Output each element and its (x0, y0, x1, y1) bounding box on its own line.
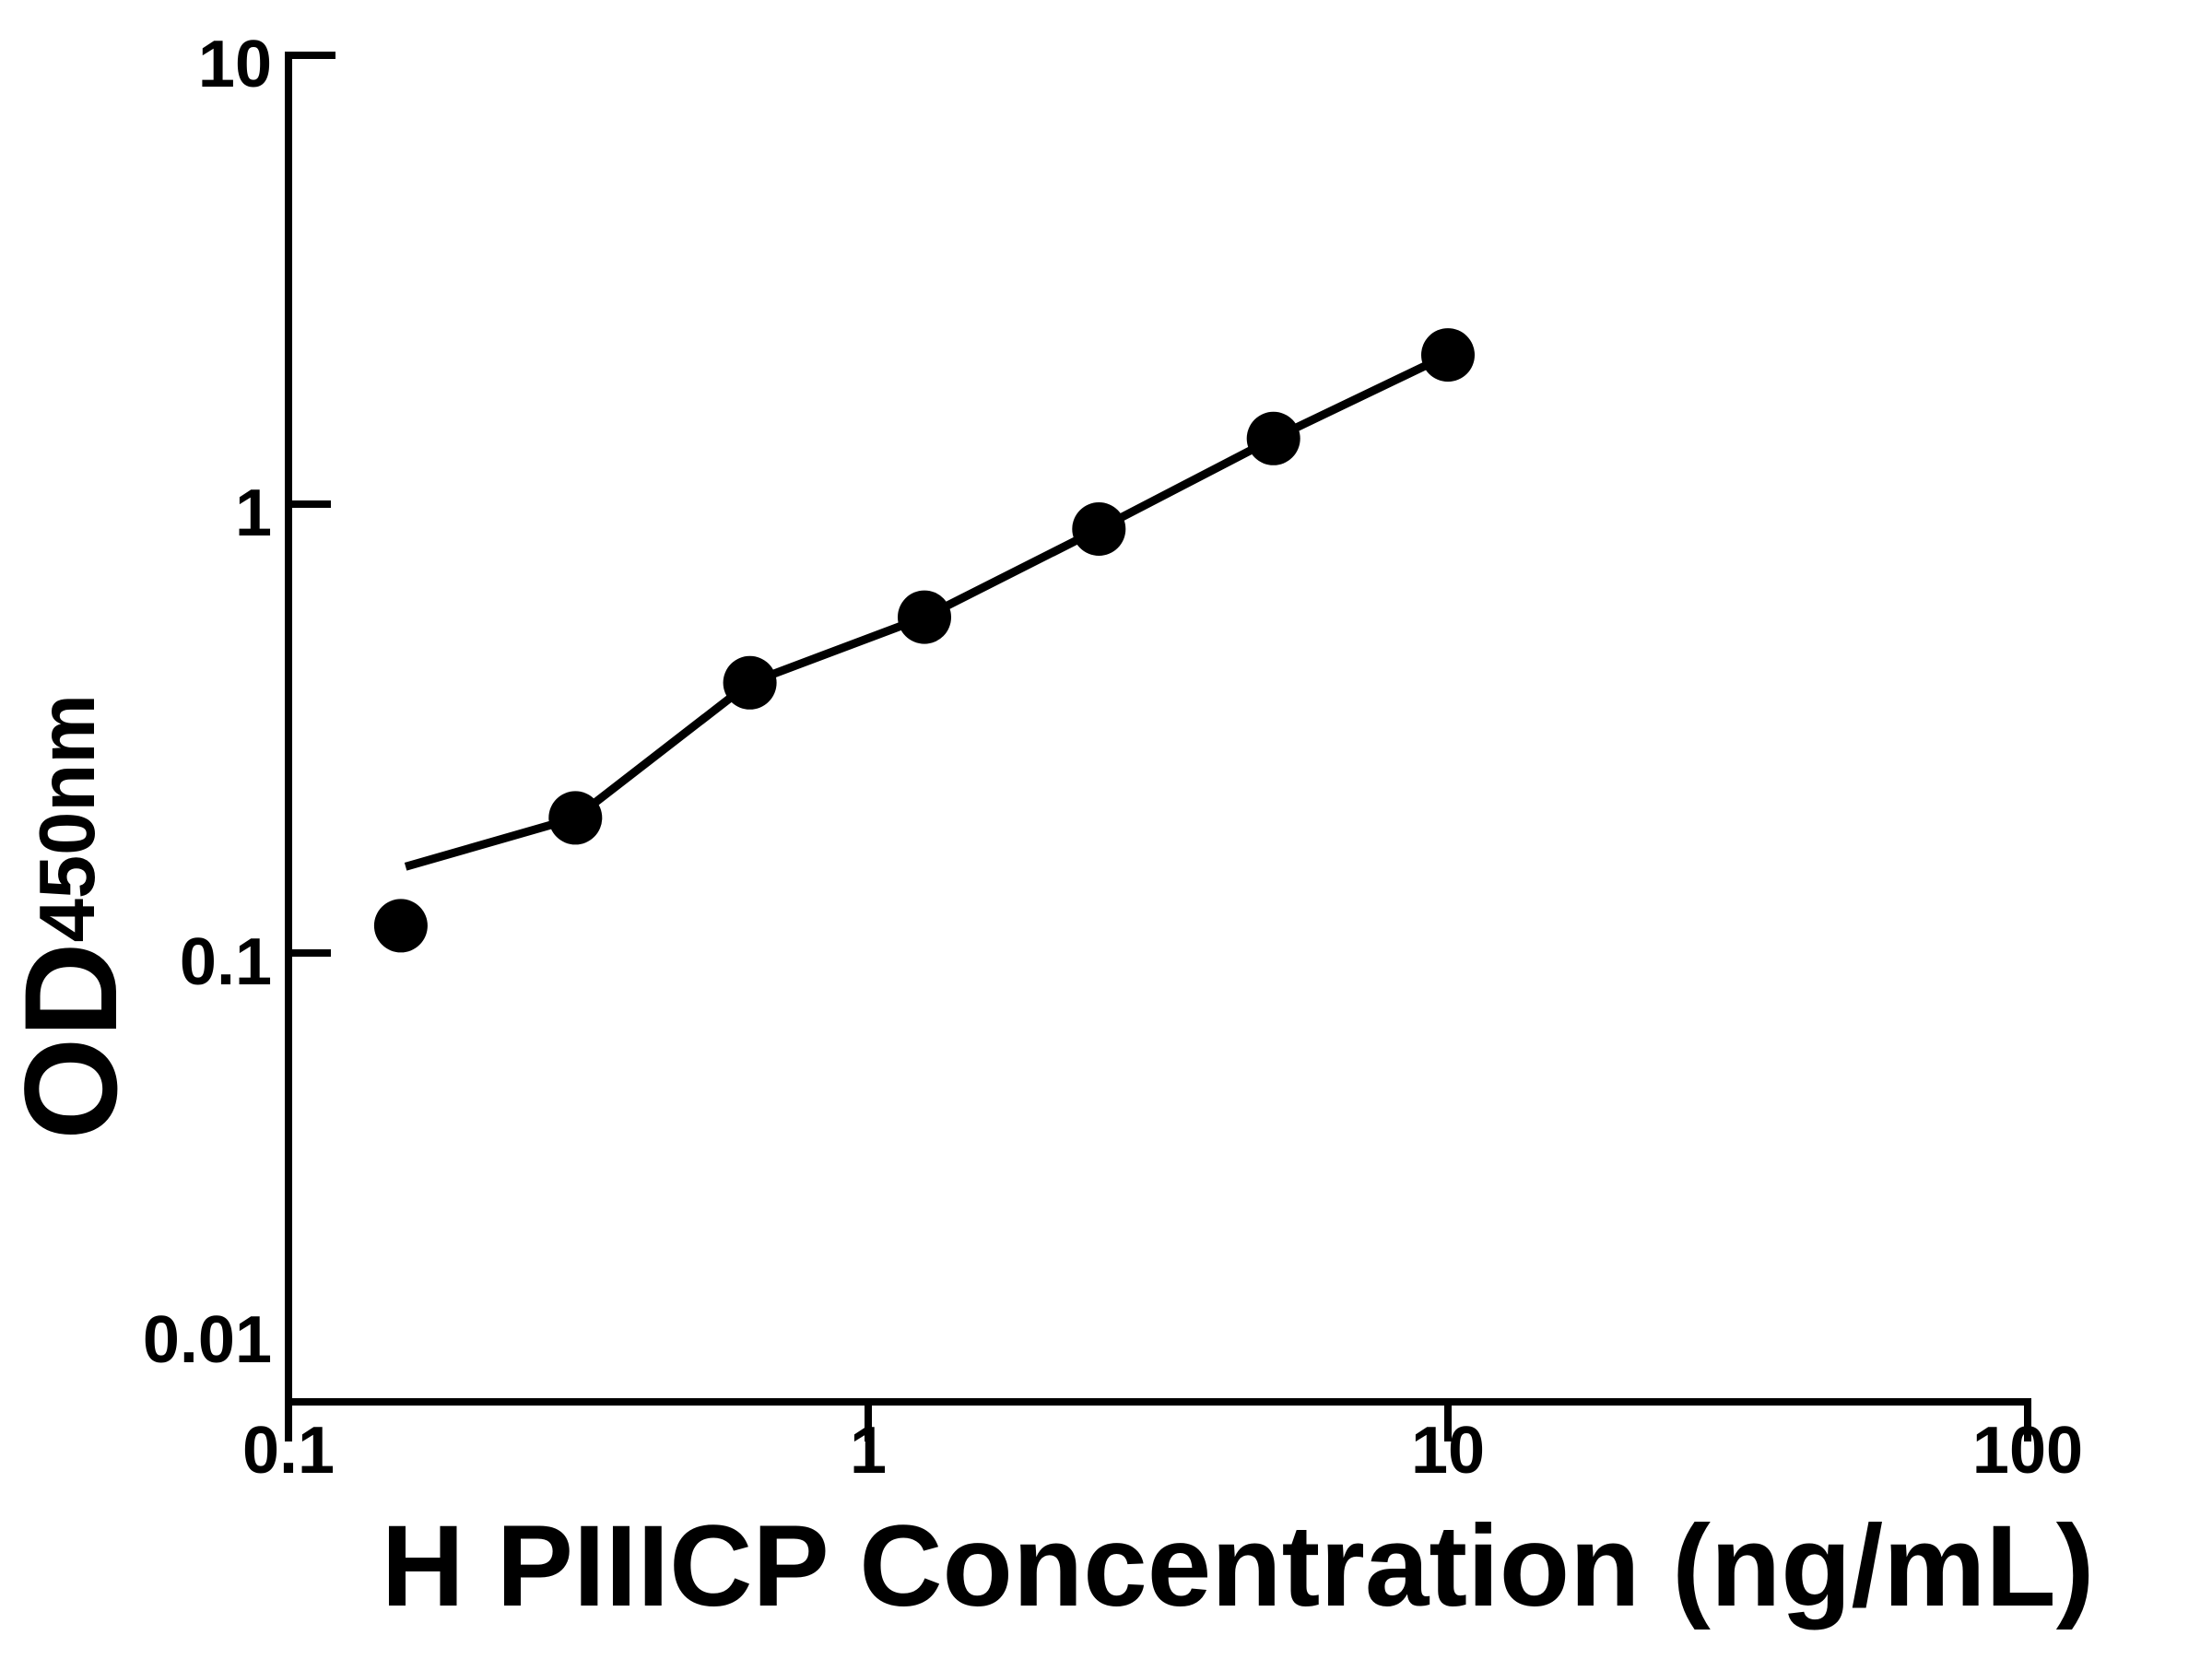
svg-text:0.1: 0.1 (242, 1414, 335, 1488)
svg-text:1: 1 (235, 477, 272, 550)
svg-text:OD450nm: OD450nm (0, 694, 145, 1140)
svg-text:H PIIICP Concentration (ng/mL): H PIIICP Concentration (ng/mL) (382, 1502, 2095, 1630)
svg-text:100: 100 (1972, 1414, 2083, 1488)
svg-text:10: 10 (1411, 1414, 1485, 1488)
svg-text:0.01: 0.01 (143, 1303, 272, 1377)
svg-text:1: 1 (850, 1414, 887, 1488)
svg-text:10: 10 (198, 28, 272, 101)
svg-text:0.1: 0.1 (180, 925, 272, 999)
